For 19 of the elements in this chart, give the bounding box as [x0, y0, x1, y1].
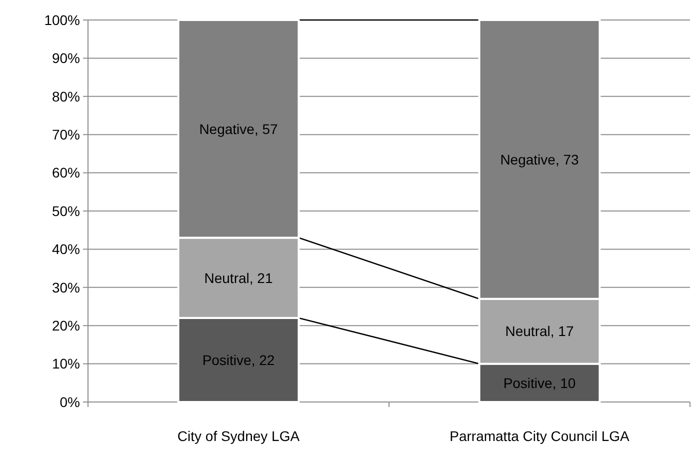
y-tick-label: 80% [52, 88, 80, 104]
y-tick-label: 50% [52, 202, 80, 219]
y-tick-label: 10% [52, 356, 80, 372]
y-tick-label: 100% [44, 12, 80, 28]
x-tick-label: Parramatta City Council LGA [450, 428, 630, 444]
y-tick-label: 90% [52, 50, 80, 66]
y-tick-label: 30% [52, 279, 80, 296]
y-tick-label: 70% [52, 126, 80, 142]
y-tick-label: 60% [52, 164, 80, 181]
y-tick-label: 0% [60, 394, 80, 410]
x-tick-label: City of Sydney LGA [177, 428, 300, 444]
data-label: Negative, 57 [199, 120, 278, 137]
data-label: Negative, 73 [500, 151, 580, 168]
y-tick-label: 20% [52, 318, 80, 334]
y-tick-label: 40% [52, 241, 80, 258]
data-label: Neutral, 21 [204, 270, 273, 286]
data-label: Positive, 22 [202, 352, 275, 368]
data-label: Neutral, 17 [505, 323, 574, 340]
data-label: Positive, 10 [503, 374, 576, 391]
